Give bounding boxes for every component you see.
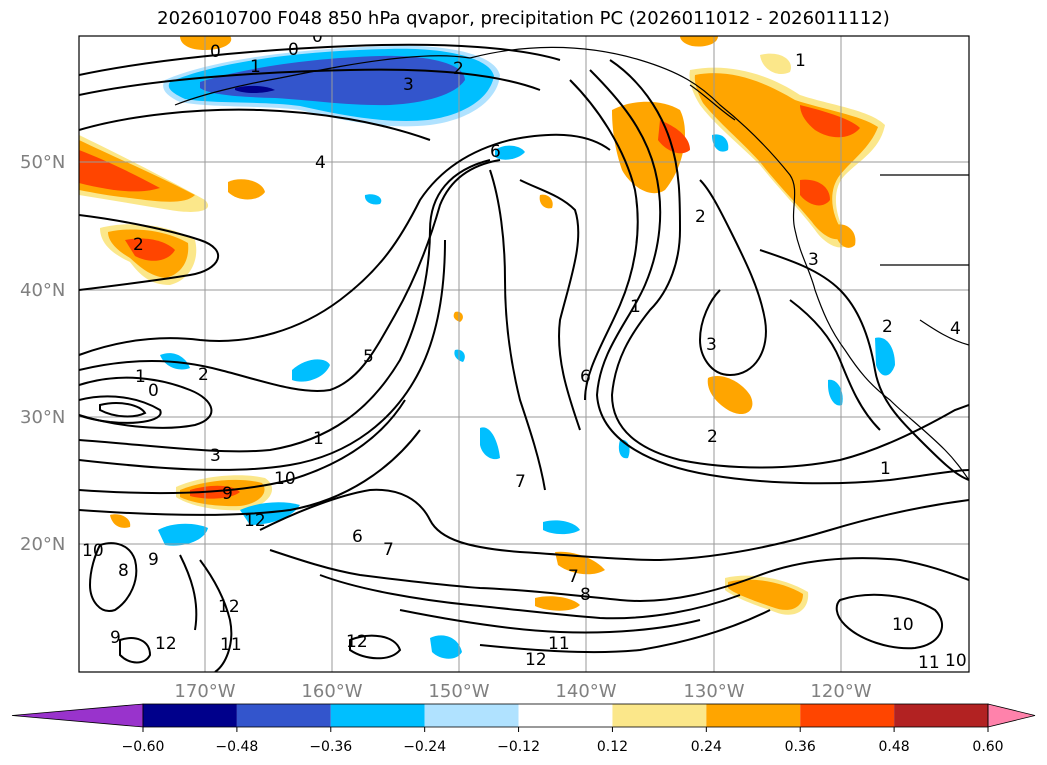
contour-label: 3 [403, 75, 414, 95]
contour-label: 0 [288, 40, 299, 60]
coastlines [174, 46, 969, 481]
contour-label: 9 [222, 484, 233, 504]
lon-label: 130°W [683, 681, 744, 702]
colorbar-tick-label: −0.12 [497, 739, 540, 755]
contour-label: 7 [383, 540, 394, 560]
colorbar-tick-label: 0.24 [691, 739, 722, 755]
longitude-labels: 170°W 160°W 150°W 140°W 130°W 120°W [174, 681, 871, 702]
contour-label: 10 [82, 541, 104, 561]
latitude-labels: 50°N 40°N 30°N 20°N [20, 152, 65, 555]
colorbar-tick-label: 0.12 [597, 739, 628, 755]
contour-label: 9 [148, 550, 159, 570]
lat-label: 30°N [20, 407, 65, 428]
plot-frame [78, 35, 970, 673]
map-plot-area: 0 0 0 1 2 3 1 4 6 2 2 1 3 3 4 2 5 6 1 0 … [79, 27, 969, 673]
precip-positive-shading [79, 36, 885, 615]
contour-label: 11 [918, 653, 940, 673]
contour-label: 3 [706, 335, 717, 355]
contour-label: 6 [490, 142, 501, 162]
lon-label: 160°W [301, 681, 362, 702]
lon-label: 140°W [555, 681, 616, 702]
colorbar-bin [518, 704, 613, 727]
colorbar-extend-max [987, 703, 1036, 728]
contour-label: 3 [210, 446, 221, 466]
contour-label: 10 [892, 615, 914, 635]
contour-labels: 0 0 0 1 2 3 1 4 6 2 2 1 3 3 4 2 5 6 1 0 … [82, 27, 967, 673]
qvapor-contours [79, 43, 969, 672]
colorbar: −0.60 −0.48 −0.36 −0.24 −0.12 0.12 0.24 0.36 0.4… [11, 703, 1036, 755]
contour-label: 7 [515, 472, 526, 492]
colorbar-bin [236, 704, 331, 727]
contour-label: 12 [346, 632, 368, 652]
lat-label: 40°N [20, 280, 65, 301]
contour-label: 0 [210, 42, 221, 62]
colorbar-tick-label: −0.60 [122, 739, 165, 755]
colorbar-tick-label: 0.60 [972, 739, 1003, 755]
contour-label: 4 [950, 319, 961, 339]
contour-label: 2 [695, 207, 706, 227]
contour-label: 12 [525, 650, 547, 670]
colorbar-bin [894, 704, 988, 727]
colorbar-bin [330, 704, 425, 727]
lat-label: 50°N [20, 152, 65, 173]
colorbar-tick-label: −0.48 [215, 739, 258, 755]
colorbar-bin [706, 704, 801, 727]
colorbar-bin [143, 704, 237, 727]
contour-label: 0 [148, 381, 159, 401]
contour-label: 1 [795, 51, 806, 71]
graticule [79, 36, 969, 672]
colorbar-tick-label: −0.24 [403, 739, 446, 755]
contour-label: 5 [363, 347, 374, 367]
contour-label: 8 [580, 585, 591, 605]
contour-label: 2 [133, 235, 144, 255]
map-title: 2026010700 F048 850 hPa qvapor, precipit… [157, 8, 890, 29]
colorbar-bin [612, 704, 707, 727]
contour-label: 9 [110, 628, 121, 648]
contour-label: 6 [352, 527, 363, 547]
lat-label: 20°N [20, 534, 65, 555]
contour-label: 2 [882, 317, 893, 337]
contour-label: 1 [630, 297, 641, 317]
contour-label: 1 [135, 367, 146, 387]
lon-label: 170°W [174, 681, 235, 702]
contour-label: 11 [548, 634, 570, 654]
contour-label: 12 [244, 511, 266, 531]
colorbar-extend-min [11, 703, 144, 728]
contour-label: 12 [218, 597, 240, 617]
contour-label: 7 [568, 567, 579, 587]
contour-label: 12 [155, 634, 177, 654]
lon-label: 150°W [428, 681, 489, 702]
contour-label: 10 [945, 651, 967, 671]
contour-label: 0 [312, 27, 323, 47]
colorbar-bin [800, 704, 895, 727]
lon-label: 120°W [810, 681, 871, 702]
contour-label: 2 [198, 365, 209, 385]
contour-label: 6 [580, 367, 591, 387]
colorbar-tick-label: 0.36 [785, 739, 816, 755]
contour-label: 2 [707, 427, 718, 447]
colorbar-tick-label: 0.48 [879, 739, 910, 755]
colorbar-bin [424, 704, 519, 727]
colorbar-tick-label: −0.36 [309, 739, 352, 755]
contour-label: 2 [453, 59, 464, 79]
contour-label: 3 [808, 250, 819, 270]
contour-label: 1 [880, 459, 891, 479]
contour-label: 10 [274, 469, 296, 489]
contour-label: 1 [313, 429, 324, 449]
contour-label: 1 [250, 57, 261, 77]
contour-label: 11 [220, 635, 242, 655]
colorbar-frame [142, 703, 989, 728]
contour-label: 4 [315, 153, 326, 173]
contour-label: 8 [118, 561, 129, 581]
